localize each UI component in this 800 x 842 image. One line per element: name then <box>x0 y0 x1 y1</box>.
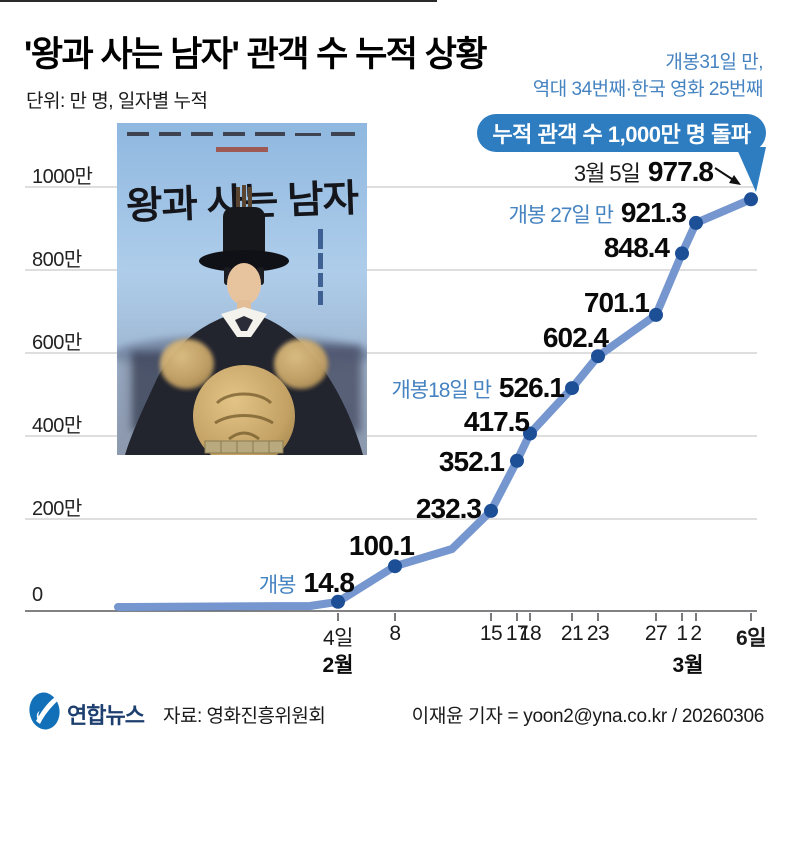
point-label-value: 977.8 <box>647 156 714 187</box>
annotation-arrow-head <box>729 175 741 185</box>
byline: 이재윤 기자 = yoon2@yna.co.kr / 20260306 <box>411 706 765 727</box>
point-label: 232.3 <box>415 493 482 525</box>
poster-tagline-mark <box>216 147 268 152</box>
y-tick-label: 800만 <box>32 249 82 271</box>
x-tick-label: 8 <box>389 622 401 645</box>
record-note-line1: 개봉31일 만, <box>665 52 763 73</box>
record-note-line2: 역대 34번째·한국 영화 25번째 <box>532 79 764 100</box>
top-rule <box>0 0 437 2</box>
point-label: 개봉 14.8 <box>258 567 355 599</box>
point-label-value: 701.1 <box>583 287 650 318</box>
point-label-prefix: 개봉 27일 만 <box>508 204 614 227</box>
x-tick-label: 27 <box>644 622 668 645</box>
brand-name: 연합뉴스 <box>67 703 145 728</box>
x-tick-label: 17 <box>505 622 529 645</box>
month-label: 2월 <box>322 654 354 677</box>
x-tick-label: 1 <box>676 622 688 645</box>
point-label-value: 848.4 <box>603 232 670 263</box>
month-label: 3월 <box>672 654 704 677</box>
point-label-value: 232.3 <box>415 493 482 524</box>
point-label-prefix: 개봉18일 만 <box>391 379 491 402</box>
y-tick-label: 0 <box>32 584 43 606</box>
y-tick-label: 600만 <box>32 332 82 354</box>
point-label-value: 14.8 <box>303 567 355 598</box>
point-label: 352.1 <box>438 446 505 478</box>
point-label-value: 526.1 <box>498 372 565 403</box>
x-tick-label: 23 <box>586 622 610 645</box>
annotation-arrow <box>714 167 736 182</box>
point-label-prefix: 3월 5일 <box>573 161 641 186</box>
milestone-bubble-tail <box>736 147 766 192</box>
point-label: 848.4 <box>603 232 670 264</box>
data-point <box>689 215 703 230</box>
yonhap-logo-icon <box>29 692 60 730</box>
y-tick-label: 200만 <box>32 498 82 520</box>
data-point <box>510 453 524 468</box>
point-label-value: 921.3 <box>620 197 687 228</box>
data-point <box>744 192 758 207</box>
x-tick-label: 4일 <box>323 627 354 650</box>
point-label-value: 417.5 <box>463 406 530 437</box>
point-label: 417.5 <box>463 406 530 438</box>
point-label-value: 100.1 <box>348 530 415 561</box>
milestone-bubble: 누적 관객 수 1,000만 명 돌파 <box>477 114 766 152</box>
point-label: 개봉18일 만 526.1 <box>391 372 565 404</box>
record-note: 개봉31일 만, 역대 34번째·한국 영화 25번째 <box>532 49 764 103</box>
point-label: 100.1 <box>348 530 415 562</box>
point-label: 개봉 27일 만 921.3 <box>508 197 687 229</box>
y-tick-label: 1000만 <box>32 166 93 188</box>
point-label-value: 602.4 <box>542 322 609 353</box>
data-point <box>565 381 579 396</box>
poster-credits-row <box>127 132 355 136</box>
x-tick-label: 21 <box>560 622 584 645</box>
data-point <box>675 246 689 261</box>
x-tick-label: 18 <box>518 622 542 645</box>
movie-poster: 왕과 사는 남자 <box>117 123 367 455</box>
unit-note: 단위: 만 명, 일자별 누적 <box>26 91 208 112</box>
point-label: 701.1 <box>583 287 650 319</box>
milestone-bubble-text: 누적 관객 수 1,000만 명 돌파 <box>492 122 751 147</box>
data-point <box>484 503 498 518</box>
page-title: '왕과 사는 남자' 관객 수 누적 상황 <box>24 35 488 74</box>
point-label-value: 352.1 <box>438 446 505 477</box>
point-label: 3월 5일 977.8 <box>573 156 714 188</box>
source-credit: 자료: 영화진흥위원회 <box>163 706 326 727</box>
point-label: 602.4 <box>542 322 609 354</box>
x-tick-label: 15 <box>479 622 503 645</box>
poster-side-caption <box>318 229 323 305</box>
x-tick-label: 2 <box>690 622 702 645</box>
y-tick-label: 400만 <box>32 415 82 437</box>
data-point <box>649 307 663 322</box>
x-tick-label: 6일 <box>736 627 767 650</box>
point-label-prefix: 개봉 <box>258 574 297 597</box>
